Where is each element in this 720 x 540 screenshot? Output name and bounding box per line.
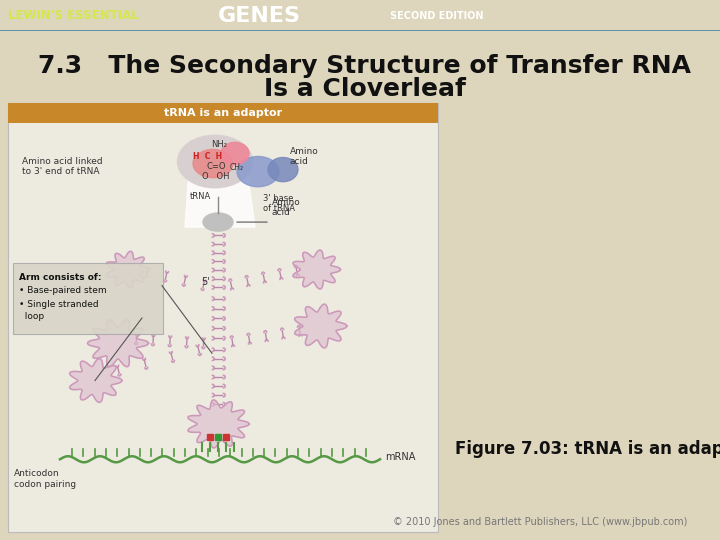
Text: Amino
acid: Amino acid	[272, 198, 301, 217]
FancyBboxPatch shape	[13, 264, 163, 334]
Ellipse shape	[237, 157, 279, 187]
Text: tRNA: tRNA	[189, 192, 211, 201]
FancyBboxPatch shape	[8, 103, 438, 123]
Ellipse shape	[203, 213, 233, 231]
Text: NH₂: NH₂	[211, 140, 227, 149]
Text: GENES: GENES	[218, 5, 301, 26]
Text: Anticodon
codon pairing: Anticodon codon pairing	[14, 469, 76, 489]
Text: SECOND EDITION: SECOND EDITION	[390, 11, 484, 21]
Text: Arm consists of:: Arm consists of:	[19, 273, 102, 281]
Polygon shape	[188, 400, 249, 448]
Ellipse shape	[268, 158, 298, 181]
Text: Amino acid linked
to 3' end of tRNA: Amino acid linked to 3' end of tRNA	[22, 157, 103, 176]
Text: C=O: C=O	[206, 162, 226, 171]
Text: © 2010 Jones and Bartlett Publishers, LLC (www.jbpub.com): © 2010 Jones and Bartlett Publishers, LL…	[393, 517, 687, 527]
Text: • Single stranded: • Single stranded	[19, 300, 99, 309]
Polygon shape	[185, 157, 255, 227]
Text: 5': 5'	[202, 276, 210, 287]
Text: loop: loop	[19, 312, 44, 321]
Text: • Base-paired stem: • Base-paired stem	[19, 286, 107, 295]
Ellipse shape	[193, 150, 233, 178]
Polygon shape	[70, 359, 122, 402]
Polygon shape	[107, 251, 149, 288]
Text: H  C  H: H C H	[194, 152, 222, 161]
Polygon shape	[293, 250, 341, 289]
Text: mRNA: mRNA	[385, 452, 415, 462]
Text: 7.3   The Secondary Structure of Transfer RNA: 7.3 The Secondary Structure of Transfer …	[38, 53, 691, 78]
Text: tRNA is an adaptor: tRNA is an adaptor	[164, 108, 282, 118]
FancyBboxPatch shape	[8, 103, 438, 532]
Polygon shape	[294, 304, 347, 348]
Text: 3' base
of tRNA: 3' base of tRNA	[263, 194, 295, 213]
Text: Figure 7.03: tRNA is an adaptor.: Figure 7.03: tRNA is an adaptor.	[455, 440, 720, 458]
Text: Amino
acid: Amino acid	[290, 147, 319, 166]
Text: Is a Cloverleaf: Is a Cloverleaf	[264, 77, 466, 101]
Text: O   OH: O OH	[202, 172, 230, 181]
Ellipse shape	[178, 136, 253, 188]
Ellipse shape	[221, 143, 249, 165]
Text: CH₂: CH₂	[230, 163, 244, 172]
Polygon shape	[88, 320, 148, 367]
Text: LEWIN'S ESSENTIAL: LEWIN'S ESSENTIAL	[8, 9, 139, 22]
